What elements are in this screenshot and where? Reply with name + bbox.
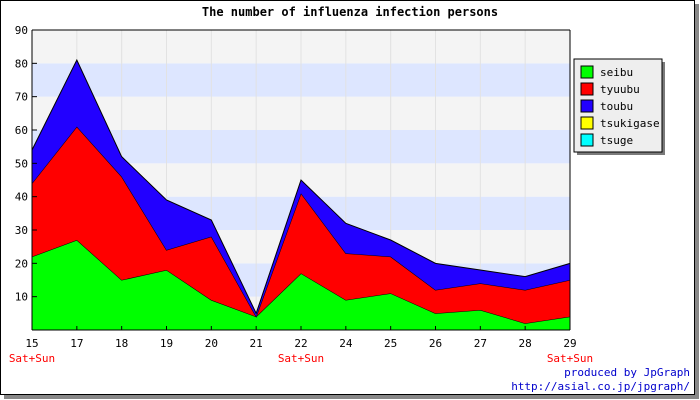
- legend-swatch-tsuge: [580, 133, 594, 147]
- chart-title: The number of influenza infection person…: [202, 5, 498, 19]
- x-tick-label: 15: [25, 337, 38, 350]
- x-tick-label: 29: [563, 337, 576, 350]
- legend-label-tsukigase: tsukigase: [600, 117, 660, 130]
- x-tick-label: 28: [519, 337, 532, 350]
- x-tick-label: 17: [70, 337, 83, 350]
- y-tick-label: 30: [15, 224, 28, 237]
- footer-url[interactable]: http://asial.co.jp/jpgraph/: [511, 380, 690, 393]
- x-tick-label: 19: [160, 337, 173, 350]
- x-tick-label: 25: [384, 337, 397, 350]
- x-tick-label: 22: [294, 337, 307, 350]
- x-tick-label: 21: [250, 337, 263, 350]
- x-tick-label: 27: [474, 337, 487, 350]
- legend-label-tyuubu: tyuubu: [600, 83, 640, 96]
- x-tick-label: 24: [339, 337, 353, 350]
- series-area-tyuubu: [32, 126, 570, 324]
- y-tick-label: 50: [15, 157, 28, 170]
- footer-credit: produced by JpGraph: [564, 366, 690, 379]
- legend-swatch-tyuubu: [580, 82, 594, 96]
- legend-label-tsuge: tsuge: [600, 134, 633, 147]
- y-tick-label: 20: [15, 257, 28, 270]
- x-tick-labels: 15 17 18 19 20 21 22 24 25 26 27 28 29: [25, 337, 576, 350]
- y-tick-label: 90: [15, 24, 28, 37]
- series-area-seibu: [32, 240, 570, 330]
- series-line-toubu: [31, 58, 571, 315]
- x-tick-label: 20: [205, 337, 218, 350]
- legend-label-seibu: seibu: [600, 66, 633, 79]
- weekend-label: Sat+Sun: [547, 352, 593, 365]
- series-areas: [31, 58, 571, 330]
- weekend-label: Sat+Sun: [9, 352, 55, 365]
- y-tick-label: 70: [15, 91, 28, 104]
- y-tick-labels: 10 20 30 40 50 60 70 80 90: [15, 24, 28, 304]
- legend: seibu tyuubu toubu tsukigase tsuge: [573, 58, 665, 155]
- x-tick-label: 26: [429, 337, 442, 350]
- weekend-labels: Sat+Sun Sat+Sun Sat+Sun: [9, 352, 593, 365]
- y-tick-label: 80: [15, 57, 28, 70]
- y-tick-label: 10: [15, 291, 28, 304]
- legend-swatch-seibu: [580, 65, 594, 79]
- legend-swatch-tsukigase: [580, 116, 594, 130]
- y-tick-label: 60: [15, 124, 28, 137]
- legend-label-toubu: toubu: [600, 100, 633, 113]
- y-tick-label: 40: [15, 191, 28, 204]
- series-area-toubu: [32, 60, 570, 317]
- legend-swatch-toubu: [580, 99, 594, 113]
- x-tick-label: 18: [115, 337, 128, 350]
- weekend-label: Sat+Sun: [278, 352, 324, 365]
- axes: [31, 29, 571, 331]
